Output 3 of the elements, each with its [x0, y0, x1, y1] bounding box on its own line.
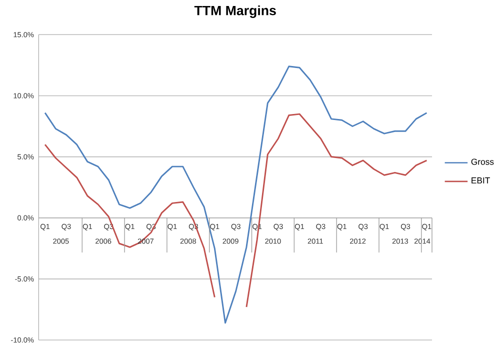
legend-label: EBIT: [472, 177, 490, 184]
legend-label: Gross: [471, 158, 494, 165]
chart-title: TTM Margins: [194, 5, 276, 18]
